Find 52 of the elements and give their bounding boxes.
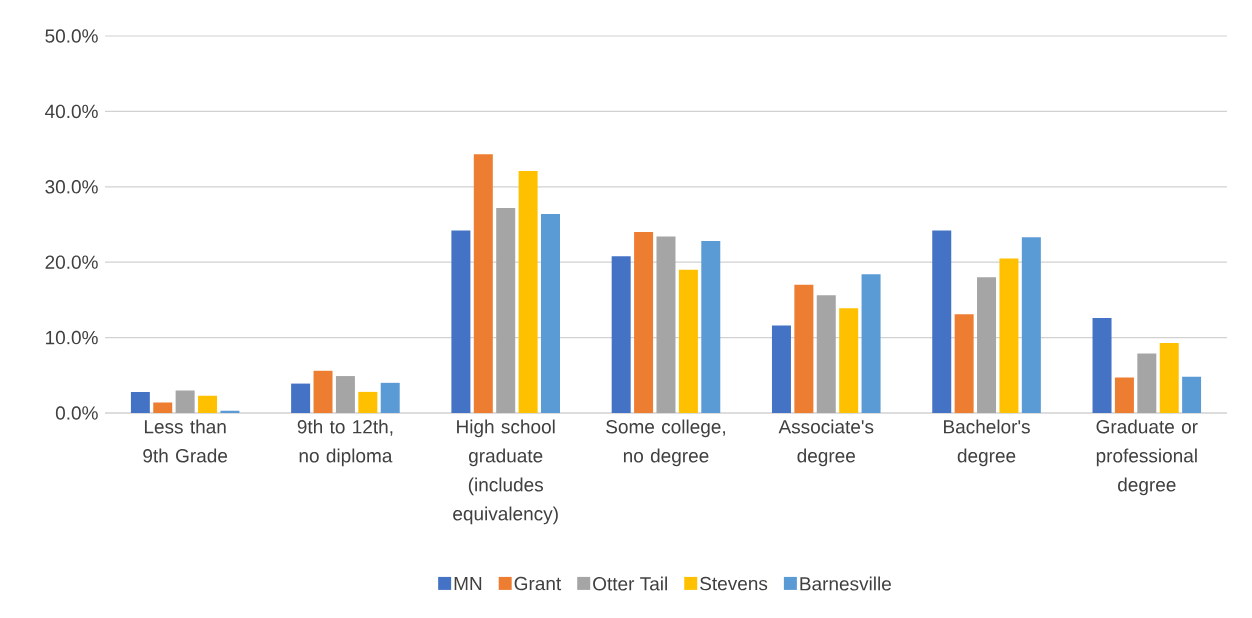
bar (771, 325, 791, 413)
bar (153, 402, 173, 413)
y-tick-label: 10.0% (46, 330, 98, 345)
bar (839, 308, 859, 413)
bar (473, 154, 493, 413)
bar (335, 376, 355, 413)
y-tick-label: 20.0% (45, 255, 98, 269)
legend-label: Otter Tail (593, 576, 667, 591)
legend-label: MN (454, 576, 482, 591)
legend-label: Barnesville (800, 576, 891, 591)
bar (198, 395, 218, 413)
x-tick-label: Some college, no degree (606, 419, 725, 467)
bar (1159, 342, 1179, 413)
bar (291, 383, 311, 413)
bar (861, 274, 881, 413)
bar (541, 213, 560, 413)
bar (358, 391, 378, 413)
bar (932, 230, 952, 413)
x-tick-label: 9th to 12th, no diploma (297, 419, 393, 467)
bar (1182, 376, 1202, 413)
bar (999, 258, 1019, 413)
bar (1114, 377, 1134, 413)
y-tick-label: 0.0% (55, 406, 98, 420)
bar (794, 284, 814, 413)
y-tick-label: 50.0% (45, 29, 98, 43)
bar (954, 314, 974, 413)
y-tick-label: 30.0% (45, 180, 98, 194)
y-tick-label: 40.0% (45, 104, 98, 119)
x-tick-label: Less than 9th Grade (143, 419, 228, 463)
x-tick-label: Graduate or professional degree (1096, 419, 1198, 496)
bar (380, 382, 400, 413)
x-tick-label: High school graduate (includes equivalency) (453, 419, 558, 525)
x-tick-label: Associate's degree (778, 419, 874, 467)
bar (678, 269, 698, 413)
bar (701, 241, 721, 413)
legend-label: Stevens (700, 576, 768, 591)
x-tick-label: Bachelor's degree (944, 419, 1030, 467)
bar (611, 256, 631, 413)
bar (977, 277, 997, 413)
bar (496, 207, 516, 413)
bar (518, 170, 538, 413)
bar (1137, 353, 1157, 413)
bar (451, 230, 471, 413)
bar (816, 295, 836, 413)
bar (175, 390, 195, 413)
bar (656, 236, 676, 413)
legend-label: Grant (514, 576, 562, 591)
bar (313, 370, 333, 413)
bar (1092, 317, 1112, 413)
bar (1021, 237, 1041, 413)
bar (130, 391, 150, 413)
bar (634, 232, 654, 413)
